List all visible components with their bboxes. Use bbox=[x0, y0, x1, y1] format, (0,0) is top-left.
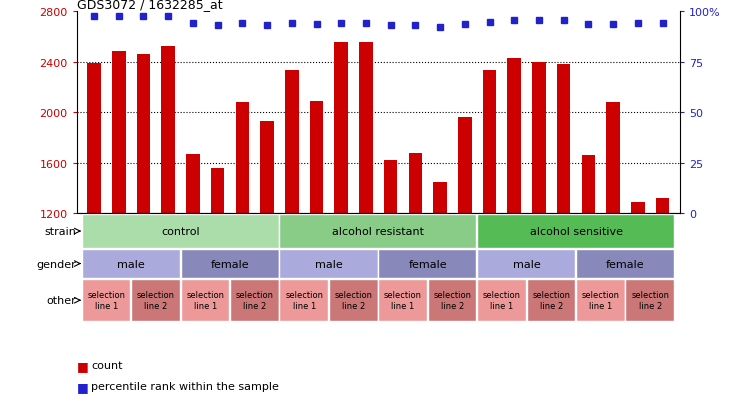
Text: selection
line 2: selection line 2 bbox=[235, 291, 273, 310]
Text: selection
line 1: selection line 1 bbox=[285, 291, 323, 310]
Bar bbox=[482, 70, 496, 214]
Bar bbox=[211, 169, 224, 214]
Bar bbox=[477, 280, 526, 321]
Bar bbox=[82, 215, 279, 248]
Text: alcohol sensitive: alcohol sensitive bbox=[529, 226, 623, 237]
Bar bbox=[329, 280, 377, 321]
Bar bbox=[260, 122, 274, 214]
Bar bbox=[162, 46, 175, 214]
Text: female: female bbox=[606, 259, 645, 269]
Bar bbox=[379, 249, 477, 278]
Text: alcohol resistant: alcohol resistant bbox=[333, 226, 424, 237]
Bar bbox=[230, 280, 279, 321]
Text: selection
line 1: selection line 1 bbox=[384, 291, 422, 310]
Text: selection
line 2: selection line 2 bbox=[433, 291, 471, 310]
Bar bbox=[626, 280, 674, 321]
Text: gender: gender bbox=[37, 259, 76, 269]
Bar bbox=[82, 249, 180, 278]
Bar bbox=[606, 103, 620, 214]
Bar bbox=[112, 52, 126, 214]
Bar bbox=[181, 280, 230, 321]
Bar bbox=[279, 280, 328, 321]
Text: selection
line 2: selection line 2 bbox=[335, 291, 373, 310]
Bar bbox=[656, 199, 670, 214]
Bar bbox=[186, 155, 200, 214]
Bar bbox=[181, 249, 279, 278]
Text: strain: strain bbox=[44, 226, 76, 237]
Text: male: male bbox=[512, 259, 540, 269]
Bar bbox=[235, 103, 249, 214]
Text: selection
line 2: selection line 2 bbox=[137, 291, 175, 310]
Bar bbox=[279, 249, 377, 278]
Bar bbox=[137, 55, 151, 214]
Bar bbox=[310, 102, 323, 214]
Bar bbox=[477, 215, 674, 248]
Bar bbox=[557, 65, 570, 214]
Bar bbox=[582, 156, 595, 214]
Text: male: male bbox=[315, 259, 343, 269]
Text: percentile rank within the sample: percentile rank within the sample bbox=[91, 381, 279, 391]
Text: selection
line 1: selection line 1 bbox=[483, 291, 521, 310]
Bar bbox=[433, 183, 447, 214]
Text: selection
line 2: selection line 2 bbox=[631, 291, 669, 310]
Bar bbox=[477, 249, 575, 278]
Text: selection
line 1: selection line 1 bbox=[582, 291, 620, 310]
Text: ■: ■ bbox=[77, 380, 88, 393]
Text: other: other bbox=[46, 295, 76, 306]
Text: female: female bbox=[211, 259, 249, 269]
Text: female: female bbox=[409, 259, 447, 269]
Bar bbox=[87, 64, 101, 214]
Bar bbox=[409, 154, 423, 214]
Bar bbox=[359, 43, 373, 214]
Bar bbox=[279, 215, 477, 248]
Bar bbox=[458, 118, 471, 214]
Text: male: male bbox=[117, 259, 145, 269]
Bar bbox=[379, 280, 427, 321]
Bar bbox=[384, 161, 398, 214]
Bar bbox=[576, 280, 625, 321]
Bar bbox=[532, 63, 546, 214]
Bar bbox=[428, 280, 477, 321]
Text: count: count bbox=[91, 361, 123, 370]
Bar bbox=[526, 280, 575, 321]
Bar bbox=[507, 59, 521, 214]
Text: selection
line 1: selection line 1 bbox=[88, 291, 126, 310]
Text: ■: ■ bbox=[77, 359, 88, 372]
Bar bbox=[631, 203, 645, 214]
Text: GDS3072 / 1632285_at: GDS3072 / 1632285_at bbox=[77, 0, 222, 11]
Bar bbox=[334, 43, 348, 214]
Bar bbox=[82, 280, 130, 321]
Text: control: control bbox=[162, 226, 200, 237]
Bar bbox=[285, 70, 298, 214]
Bar bbox=[576, 249, 674, 278]
Text: selection
line 2: selection line 2 bbox=[532, 291, 570, 310]
Text: selection
line 1: selection line 1 bbox=[186, 291, 224, 310]
Bar bbox=[131, 280, 180, 321]
